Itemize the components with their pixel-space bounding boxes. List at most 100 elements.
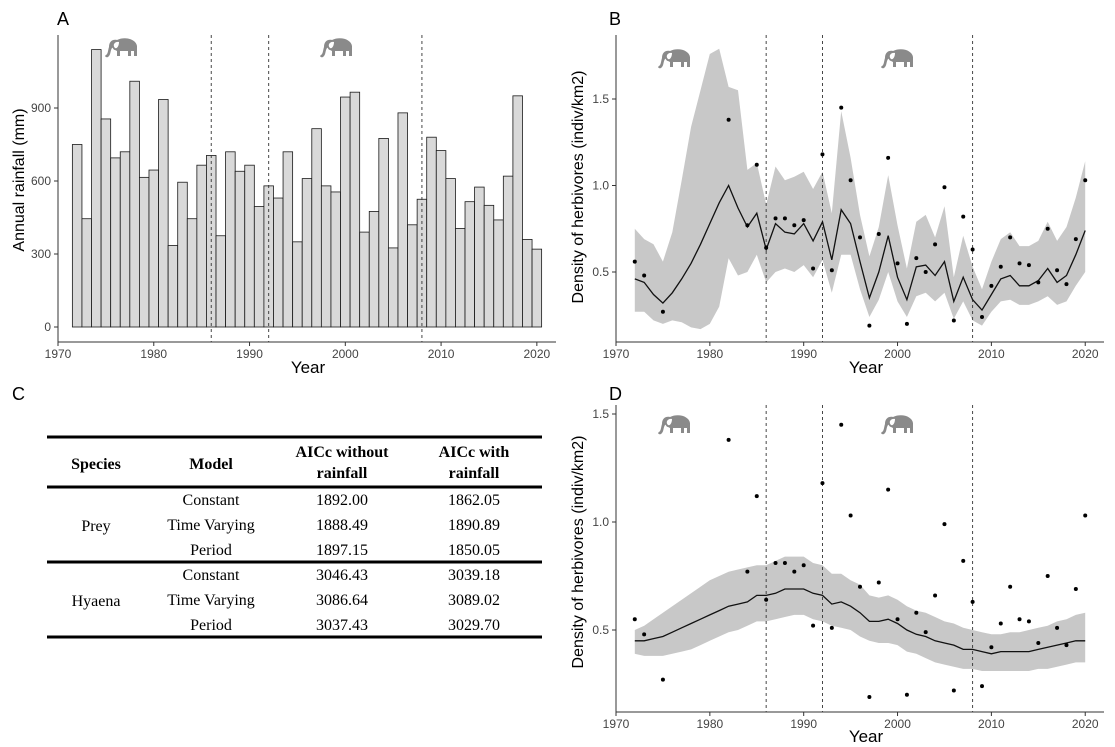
x-tick-label: 1970	[45, 347, 72, 361]
observed-point	[632, 617, 637, 622]
observed-point	[811, 623, 816, 628]
table-cell: 3046.43	[316, 567, 368, 584]
x-tick-label: 2020	[523, 347, 550, 361]
observed-point	[914, 610, 919, 615]
elephant-icon	[881, 49, 913, 69]
rainfall-bar	[426, 136, 437, 328]
table-header: rainfall	[317, 465, 368, 482]
rainfall-bar	[493, 219, 504, 328]
observed-point	[895, 261, 900, 266]
observed-point	[923, 270, 928, 274]
observed-point	[961, 214, 966, 219]
table-species-cell: Hyaena	[72, 593, 121, 610]
rainfall-bar	[474, 186, 485, 328]
observed-point	[829, 625, 834, 630]
observed-point	[951, 318, 956, 323]
observed-point	[867, 323, 872, 328]
observed-point	[980, 684, 984, 689]
rainfall-bar	[378, 138, 389, 328]
x-tick-label: 1970	[603, 717, 630, 731]
table-cell: 1897.15	[316, 542, 368, 559]
panel-a-y-axis-label: Annual rainfall (mm)	[11, 108, 28, 251]
observed-point	[1083, 513, 1088, 518]
observed-point	[1083, 178, 1088, 183]
observed-point	[820, 152, 825, 157]
panel-d-icons	[658, 415, 913, 435]
table-cell: 3089.02	[448, 592, 500, 609]
table-species-cell: Prey	[81, 518, 110, 535]
x-tick-label: 2020	[1072, 717, 1099, 731]
observed-point	[1045, 226, 1050, 231]
x-tick-label: 1990	[790, 717, 817, 731]
observed-point	[848, 513, 853, 518]
observed-point	[1008, 235, 1013, 240]
observed-point	[1017, 261, 1022, 266]
observed-point	[1064, 282, 1069, 287]
rainfall-bar	[435, 150, 447, 328]
observed-point	[764, 597, 769, 602]
observed-point	[989, 645, 994, 650]
rainfall-bar	[311, 128, 322, 328]
panel-a-bars	[71, 49, 543, 328]
panel-b-fit-line	[634, 183, 1086, 312]
observed-point	[782, 216, 787, 221]
panel-d-ci-ribbon	[634, 556, 1086, 671]
rainfall-bar	[71, 144, 83, 328]
rainfall-bar	[397, 112, 408, 328]
observed-point	[745, 569, 750, 574]
rainfall-bar	[455, 228, 466, 328]
observed-point	[998, 264, 1003, 269]
panel-d-axes: 1970 1980 1990 2000 2010 2020 0.5 1.0 1.5	[592, 405, 1104, 731]
elephant-icon	[105, 38, 137, 58]
rainfall-bar	[388, 247, 399, 328]
panel-d-fit-line	[634, 588, 1086, 655]
x-tick-label: 2010	[978, 347, 1005, 361]
x-tick-label: 2010	[428, 347, 455, 361]
observed-point	[1045, 574, 1050, 578]
rainfall-bar	[234, 170, 246, 328]
rainfall-bar	[253, 206, 265, 328]
rainfall-bar	[282, 151, 294, 328]
observed-point	[1026, 263, 1031, 268]
rainfall-bar	[531, 248, 543, 328]
y-tick-label: 1.0	[592, 179, 609, 193]
x-tick-label: 1990	[790, 347, 817, 361]
observed-point	[848, 178, 853, 183]
observed-point	[801, 218, 806, 223]
panel-label-d: D	[609, 384, 622, 404]
elephant-icon	[881, 415, 913, 435]
rainfall-bar	[177, 181, 188, 328]
observed-point	[970, 599, 975, 604]
x-tick-label: 2000	[332, 347, 359, 361]
observed-point	[773, 561, 778, 566]
rainfall-bar	[139, 176, 150, 328]
observed-point	[951, 688, 956, 693]
panel-b-icons	[658, 49, 913, 69]
panel-a-x-axis-label: Year	[291, 358, 326, 377]
rainfall-bar	[330, 191, 341, 328]
panel-b-x-axis-label: Year	[849, 358, 884, 377]
panel-d-y-axis-label: Density of herbivores (indiv/km2)	[570, 436, 587, 669]
panel-label-c: C	[12, 384, 25, 404]
observed-point	[745, 223, 750, 228]
observed-point	[886, 155, 891, 160]
observed-point	[754, 494, 759, 499]
observed-point	[642, 273, 647, 278]
observed-point	[801, 563, 806, 568]
panel-label-b: B	[609, 9, 621, 29]
observed-point	[829, 268, 834, 273]
rainfall-bar	[81, 218, 92, 328]
table-cell: 3086.64	[316, 592, 368, 609]
observed-point	[754, 162, 759, 167]
y-tick-label: 0.5	[592, 623, 609, 637]
y-tick-label: 600	[31, 174, 51, 188]
observed-point	[1008, 584, 1013, 589]
table-cell: 1892.00	[316, 492, 368, 509]
observed-point	[792, 223, 797, 228]
rainfall-bar	[148, 169, 159, 328]
observed-point	[1055, 268, 1060, 273]
observed-point	[1064, 643, 1069, 648]
observed-point	[820, 481, 825, 486]
table-cell: Period	[190, 542, 232, 559]
